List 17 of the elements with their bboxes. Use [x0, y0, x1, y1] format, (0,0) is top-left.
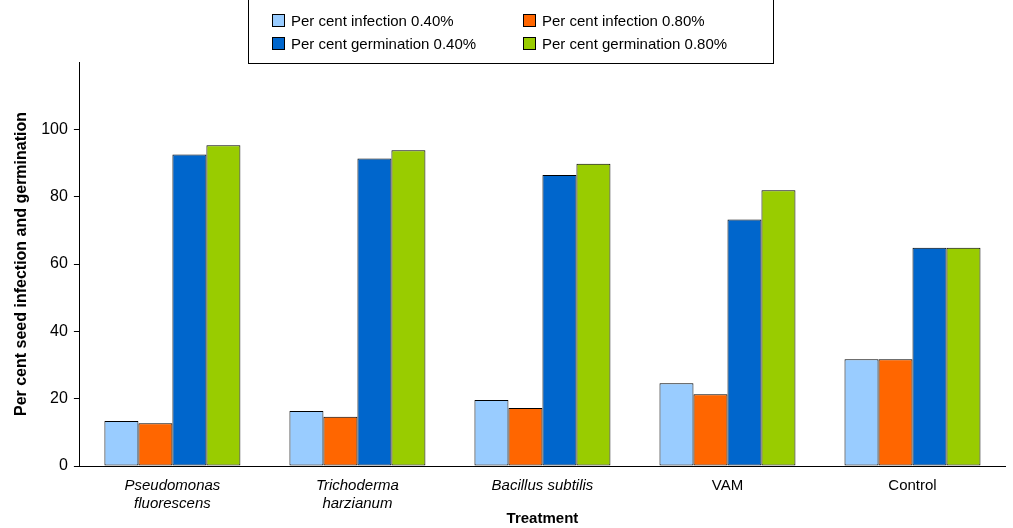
- x-tick-label: Trichoderma harzianum: [315, 476, 399, 512]
- x-tick-label: Control: [888, 476, 937, 494]
- y-tick-label: 40: [50, 321, 68, 339]
- x-tick-label: VAM: [711, 476, 744, 494]
- x-tick-label: Bacillus subtilis: [491, 476, 594, 494]
- y-tick-label: 20: [50, 389, 68, 407]
- x-axis-title: Treatment: [506, 509, 579, 527]
- legend-label: Per cent germination 0.80%: [542, 35, 728, 52]
- legend-label: Per cent infection 0.40%: [291, 12, 454, 29]
- y-tick-label: 100: [41, 119, 68, 137]
- y-tick-label: 80: [50, 187, 68, 205]
- y-axis-title: Per cent seed infection and germination: [12, 111, 30, 417]
- legend-label: Per cent infection 0.80%: [542, 12, 705, 29]
- legend-label: Per cent germination 0.40%: [291, 35, 477, 52]
- x-tick-label: Pseudomonas fluorescens: [124, 476, 221, 512]
- y-tick-label: 60: [50, 254, 68, 272]
- y-tick-label: 0: [58, 456, 68, 474]
